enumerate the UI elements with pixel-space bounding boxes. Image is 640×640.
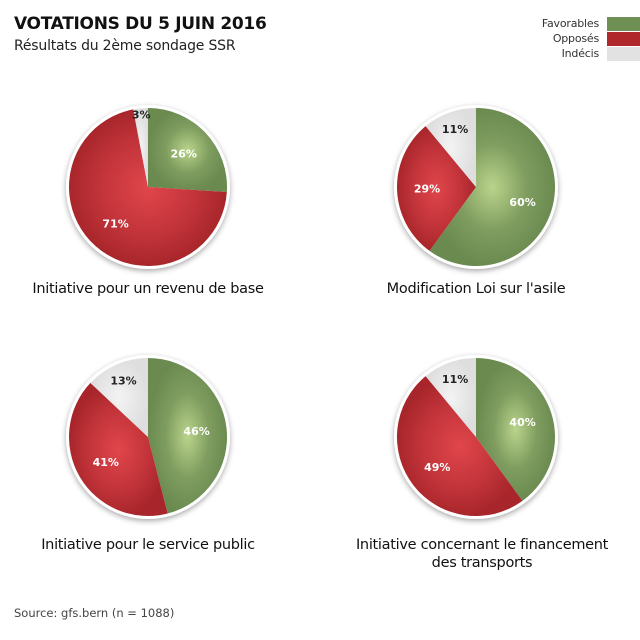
pie-title-service-public: Initiative pour le service public	[41, 537, 255, 553]
pie-chart-3: 46% 41% 13%	[66, 355, 230, 519]
pie-slice-favorables	[476, 358, 556, 501]
pie-title-financement-transports: Initiative concernant le financement des…	[322, 536, 640, 572]
pie-chart-1: 26% 71% 3%	[66, 105, 230, 269]
pie-title-line: des transports	[431, 555, 533, 571]
pie-chart-4: 40% 49% 11%	[394, 355, 558, 519]
pie-slice-label-opposes: 71%	[102, 218, 128, 231]
pie-slice-opposes	[396, 126, 476, 251]
legend-item-favorables: Favorables	[542, 16, 640, 31]
pie-slice-indecis	[90, 358, 148, 437]
legend-swatch-favorables	[607, 16, 640, 31]
legend: Favorables Opposés Indécis	[542, 16, 640, 61]
pie-slice-label-opposes: 41%	[93, 456, 119, 469]
pie-chart-2: 60% 29% 11%	[394, 105, 558, 269]
pie-slice-label-opposes: 29%	[414, 183, 440, 196]
pie-slice-label-indecis: 3%	[132, 109, 151, 122]
source-note: Source: gfs.bern (n = 1088)	[14, 606, 175, 620]
pie-title-loi-asile: Modification Loi sur l'asile	[386, 281, 566, 297]
pie-title-revenu-de-base: Initiative pour un revenu de base	[32, 281, 264, 297]
chart-title: VOTATIONS DU 5 JUIN 2016	[14, 14, 267, 34]
pie-slice-label-indecis: 13%	[110, 374, 136, 387]
pie-slice-favorables	[148, 108, 227, 192]
pie-slice-opposes	[396, 376, 523, 517]
pie-slice-indecis	[133, 108, 148, 187]
pie-slice-indecis	[425, 108, 476, 187]
pie-slice-label-opposes: 49%	[424, 461, 450, 474]
legend-label: Opposés	[552, 32, 599, 45]
legend-swatch-indecis	[607, 46, 640, 61]
pie-slice-opposes	[68, 109, 227, 267]
legend-label: Favorables	[541, 17, 599, 30]
pie-slice-label-indecis: 11%	[442, 373, 468, 386]
pie-title-line: Initiative concernant le financement	[355, 537, 609, 553]
pie-slice-label-indecis: 11%	[442, 123, 468, 136]
legend-label: Indécis	[561, 47, 600, 60]
pie-slice-label-favorables: 40%	[509, 416, 535, 429]
pie-slice-favorables	[148, 358, 228, 514]
legend-item-indecis: Indécis	[542, 46, 640, 61]
legend-item-opposes: Opposés	[542, 31, 640, 46]
pie-slice-favorables	[429, 108, 555, 266]
chart-subtitle: Résultats du 2ème sondage SSR	[14, 38, 236, 54]
pie-slice-label-favorables: 60%	[509, 196, 535, 209]
pie-slice-indecis	[425, 358, 476, 437]
pie-slice-opposes	[68, 382, 168, 517]
legend-swatch-opposes	[607, 31, 640, 46]
pie-slice-label-favorables: 26%	[171, 148, 197, 161]
pie-slice-label-favorables: 46%	[183, 425, 209, 438]
